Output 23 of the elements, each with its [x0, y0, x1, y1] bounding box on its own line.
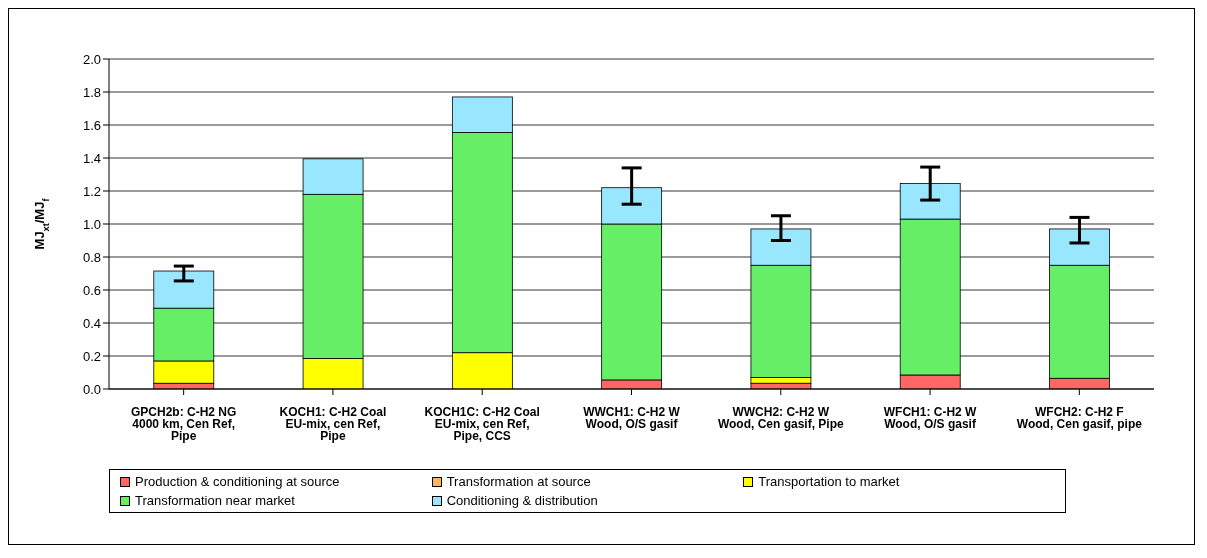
y-tick-label: 1.2 [82, 183, 101, 199]
y-tick-label: 1.6 [82, 117, 101, 133]
x-tick-label: GPCH2b: C-H2 NG 4000 km, Cen Ref, Pipe [130, 404, 237, 443]
x-tick-label: KOCH1C: C-H2 Coal EU-mix, cen Ref, Pipe, CCS [424, 404, 540, 443]
x-tick-label: WFCH1: C-H2 W Wood, O/S gasif [883, 404, 978, 431]
y-tick-label: 0.4 [82, 315, 101, 331]
x-tick-label: KOCH1: C-H2 Coal EU-mix, cen Ref, Pipe [279, 404, 387, 443]
y-tick-label: 1.4 [82, 150, 101, 166]
x-tick-label: WWCH2: C-H2 W Wood, Cen gasif, Pipe [717, 404, 844, 431]
legend-label: Production & conditioning at source [135, 474, 340, 489]
x-tick-label: WFCH2: C-H2 F Wood, Cen gasif, pipe [1016, 404, 1143, 431]
y-tick-label: 0.0 [82, 381, 101, 397]
y-tick-label: 0.6 [82, 282, 101, 298]
legend-label: Transformation near market [135, 493, 295, 508]
legend-label: Transformation at source [446, 474, 591, 489]
x-tick-label: WWCH1: C-H2 W Wood, O/S gasif [583, 404, 681, 431]
y-tick-label: 1.8 [82, 84, 101, 100]
y-tick-label: 0.2 [82, 348, 101, 364]
y-tick-label: 1.0 [82, 216, 101, 232]
legend-label: Transportation to market [758, 474, 900, 489]
y-tick-label: 0.8 [82, 249, 101, 265]
legend-label: Conditioning & distribution [446, 493, 598, 508]
y-tick-label: 2.0 [82, 51, 101, 67]
